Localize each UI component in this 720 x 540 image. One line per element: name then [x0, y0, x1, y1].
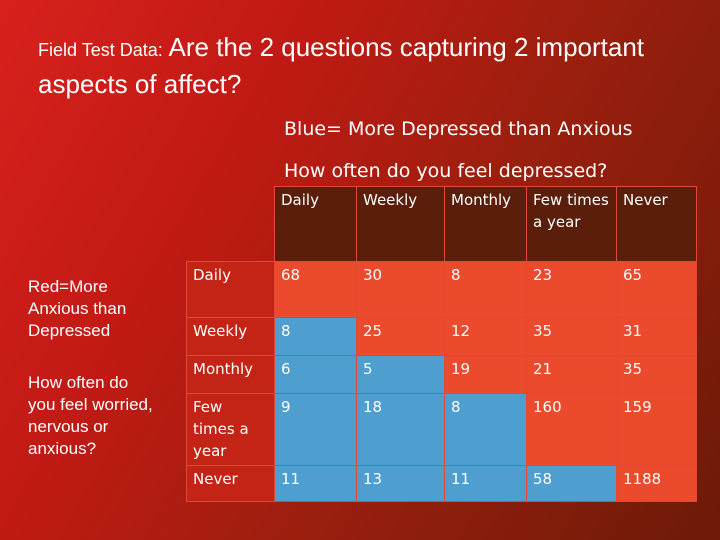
table-cell: 6 [274, 355, 357, 394]
row-header: Weekly [186, 317, 275, 356]
table-cell: 25 [356, 317, 445, 356]
table-cell: 9 [274, 393, 357, 466]
row-header: Monthly [186, 355, 275, 394]
column-header: Never [616, 186, 697, 262]
table-cell: 19 [444, 355, 527, 394]
column-header: Weekly [356, 186, 445, 262]
table-cell: 5 [356, 355, 445, 394]
table-cell: 58 [526, 465, 617, 502]
table-cell: 31 [616, 317, 697, 356]
legend-blue: Blue= More Depressed than Anxious [284, 118, 633, 140]
table-cell: 30 [356, 261, 445, 318]
row-header: Few times a year [186, 393, 275, 466]
table-row: Weekly 8 25 12 35 31 [186, 317, 697, 356]
legend-red: Red=More Anxious than Depressed [28, 277, 127, 340]
row-header: Daily [186, 261, 275, 318]
title-prefix: Field Test Data: [38, 40, 163, 60]
table-cell: 18 [356, 393, 445, 466]
crosstab-table: Daily Weekly Monthly Few times a year Ne… [186, 186, 697, 502]
corner-cell [187, 187, 275, 262]
table-cell: 35 [526, 317, 617, 356]
table-cell: 68 [274, 261, 357, 318]
table-cell: 11 [444, 465, 527, 502]
column-question: How often do you feel depressed? [284, 160, 608, 182]
table-cell: 21 [526, 355, 617, 394]
table-cell: 12 [444, 317, 527, 356]
row-question: How often do you feel worried, nervous o… [28, 373, 153, 458]
column-header: Monthly [444, 186, 527, 262]
header-row: Daily Weekly Monthly Few times a year Ne… [187, 186, 697, 262]
table-cell: 8 [274, 317, 357, 356]
column-header: Daily [274, 186, 357, 262]
table-cell: 35 [616, 355, 697, 394]
table-row: Monthly 6 5 19 21 35 [186, 355, 697, 394]
table-cell: 13 [356, 465, 445, 502]
row-header: Never [186, 465, 275, 502]
table-cell: 160 [526, 393, 617, 466]
table-cell: 23 [526, 261, 617, 318]
table-row: Never 11 13 11 58 1188 [186, 465, 697, 502]
table-row: Daily 68 30 8 23 65 [186, 261, 697, 318]
table-cell: 8 [444, 261, 527, 318]
slide-title: Field Test Data: Are the 2 questions cap… [38, 30, 678, 101]
table-row: Few times a year 9 18 8 160 159 [186, 393, 697, 466]
table-cell: 11 [274, 465, 357, 502]
table-cell: 159 [616, 393, 697, 466]
table-cell: 8 [444, 393, 527, 466]
title-main: Are the 2 questions capturing 2 importan… [38, 32, 645, 99]
table-cell: 65 [616, 261, 697, 318]
table-cell: 1188 [616, 465, 697, 502]
column-header: Few times a year [526, 186, 617, 262]
